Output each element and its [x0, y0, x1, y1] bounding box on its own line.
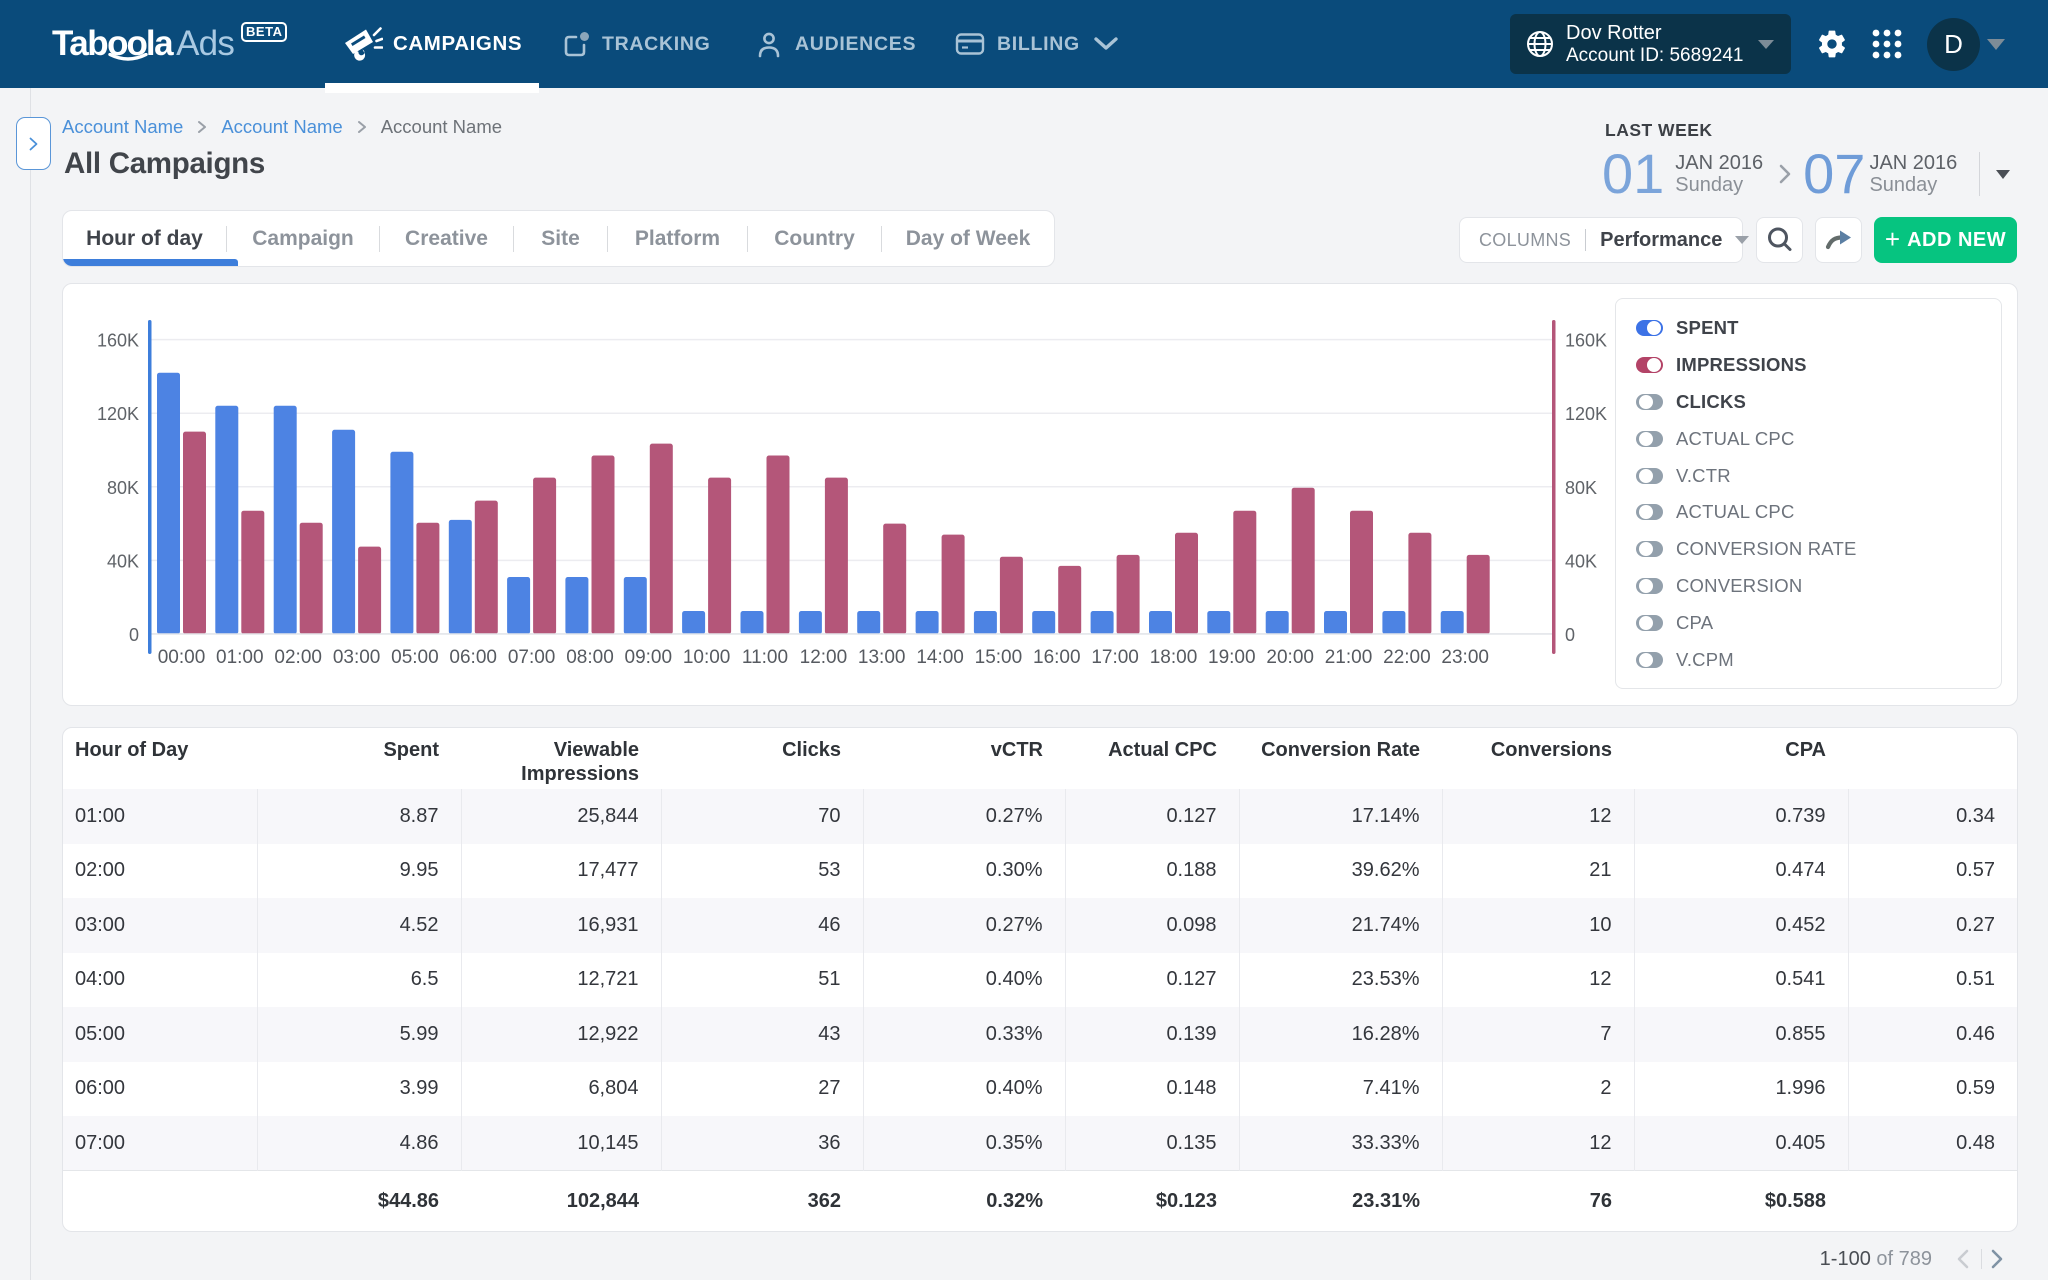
svg-text:07:00: 07:00	[508, 647, 556, 668]
svg-text:23:00: 23:00	[1441, 647, 1489, 668]
svg-text:120K: 120K	[97, 404, 139, 424]
svg-text:21:00: 21:00	[1325, 647, 1373, 668]
svg-text:40K: 40K	[1565, 551, 1597, 571]
svg-text:160K: 160K	[1565, 331, 1607, 351]
svg-text:40K: 40K	[107, 551, 139, 571]
svg-text:01:00: 01:00	[216, 647, 264, 668]
svg-text:80K: 80K	[107, 478, 139, 498]
svg-text:80K: 80K	[1565, 478, 1597, 498]
svg-text:20:00: 20:00	[1266, 647, 1314, 668]
svg-text:16:00: 16:00	[1033, 647, 1081, 668]
svg-text:03:00: 03:00	[333, 647, 381, 668]
svg-text:00:00: 00:00	[158, 647, 206, 668]
svg-text:17:00: 17:00	[1091, 647, 1139, 668]
svg-text:0: 0	[1565, 625, 1575, 645]
svg-text:12:00: 12:00	[800, 647, 848, 668]
svg-text:05:00: 05:00	[391, 647, 439, 668]
svg-text:13:00: 13:00	[858, 647, 906, 668]
svg-text:19:00: 19:00	[1208, 647, 1256, 668]
svg-text:22:00: 22:00	[1383, 647, 1431, 668]
svg-text:14:00: 14:00	[916, 647, 964, 668]
svg-text:120K: 120K	[1565, 404, 1607, 424]
svg-text:02:00: 02:00	[274, 647, 322, 668]
svg-text:0: 0	[129, 625, 139, 645]
svg-text:09:00: 09:00	[625, 647, 673, 668]
svg-text:18:00: 18:00	[1150, 647, 1198, 668]
svg-text:08:00: 08:00	[566, 647, 614, 668]
svg-text:15:00: 15:00	[975, 647, 1023, 668]
svg-text:160K: 160K	[97, 331, 139, 351]
svg-text:06:00: 06:00	[449, 647, 497, 668]
svg-text:11:00: 11:00	[742, 647, 788, 668]
svg-text:10:00: 10:00	[683, 647, 731, 668]
